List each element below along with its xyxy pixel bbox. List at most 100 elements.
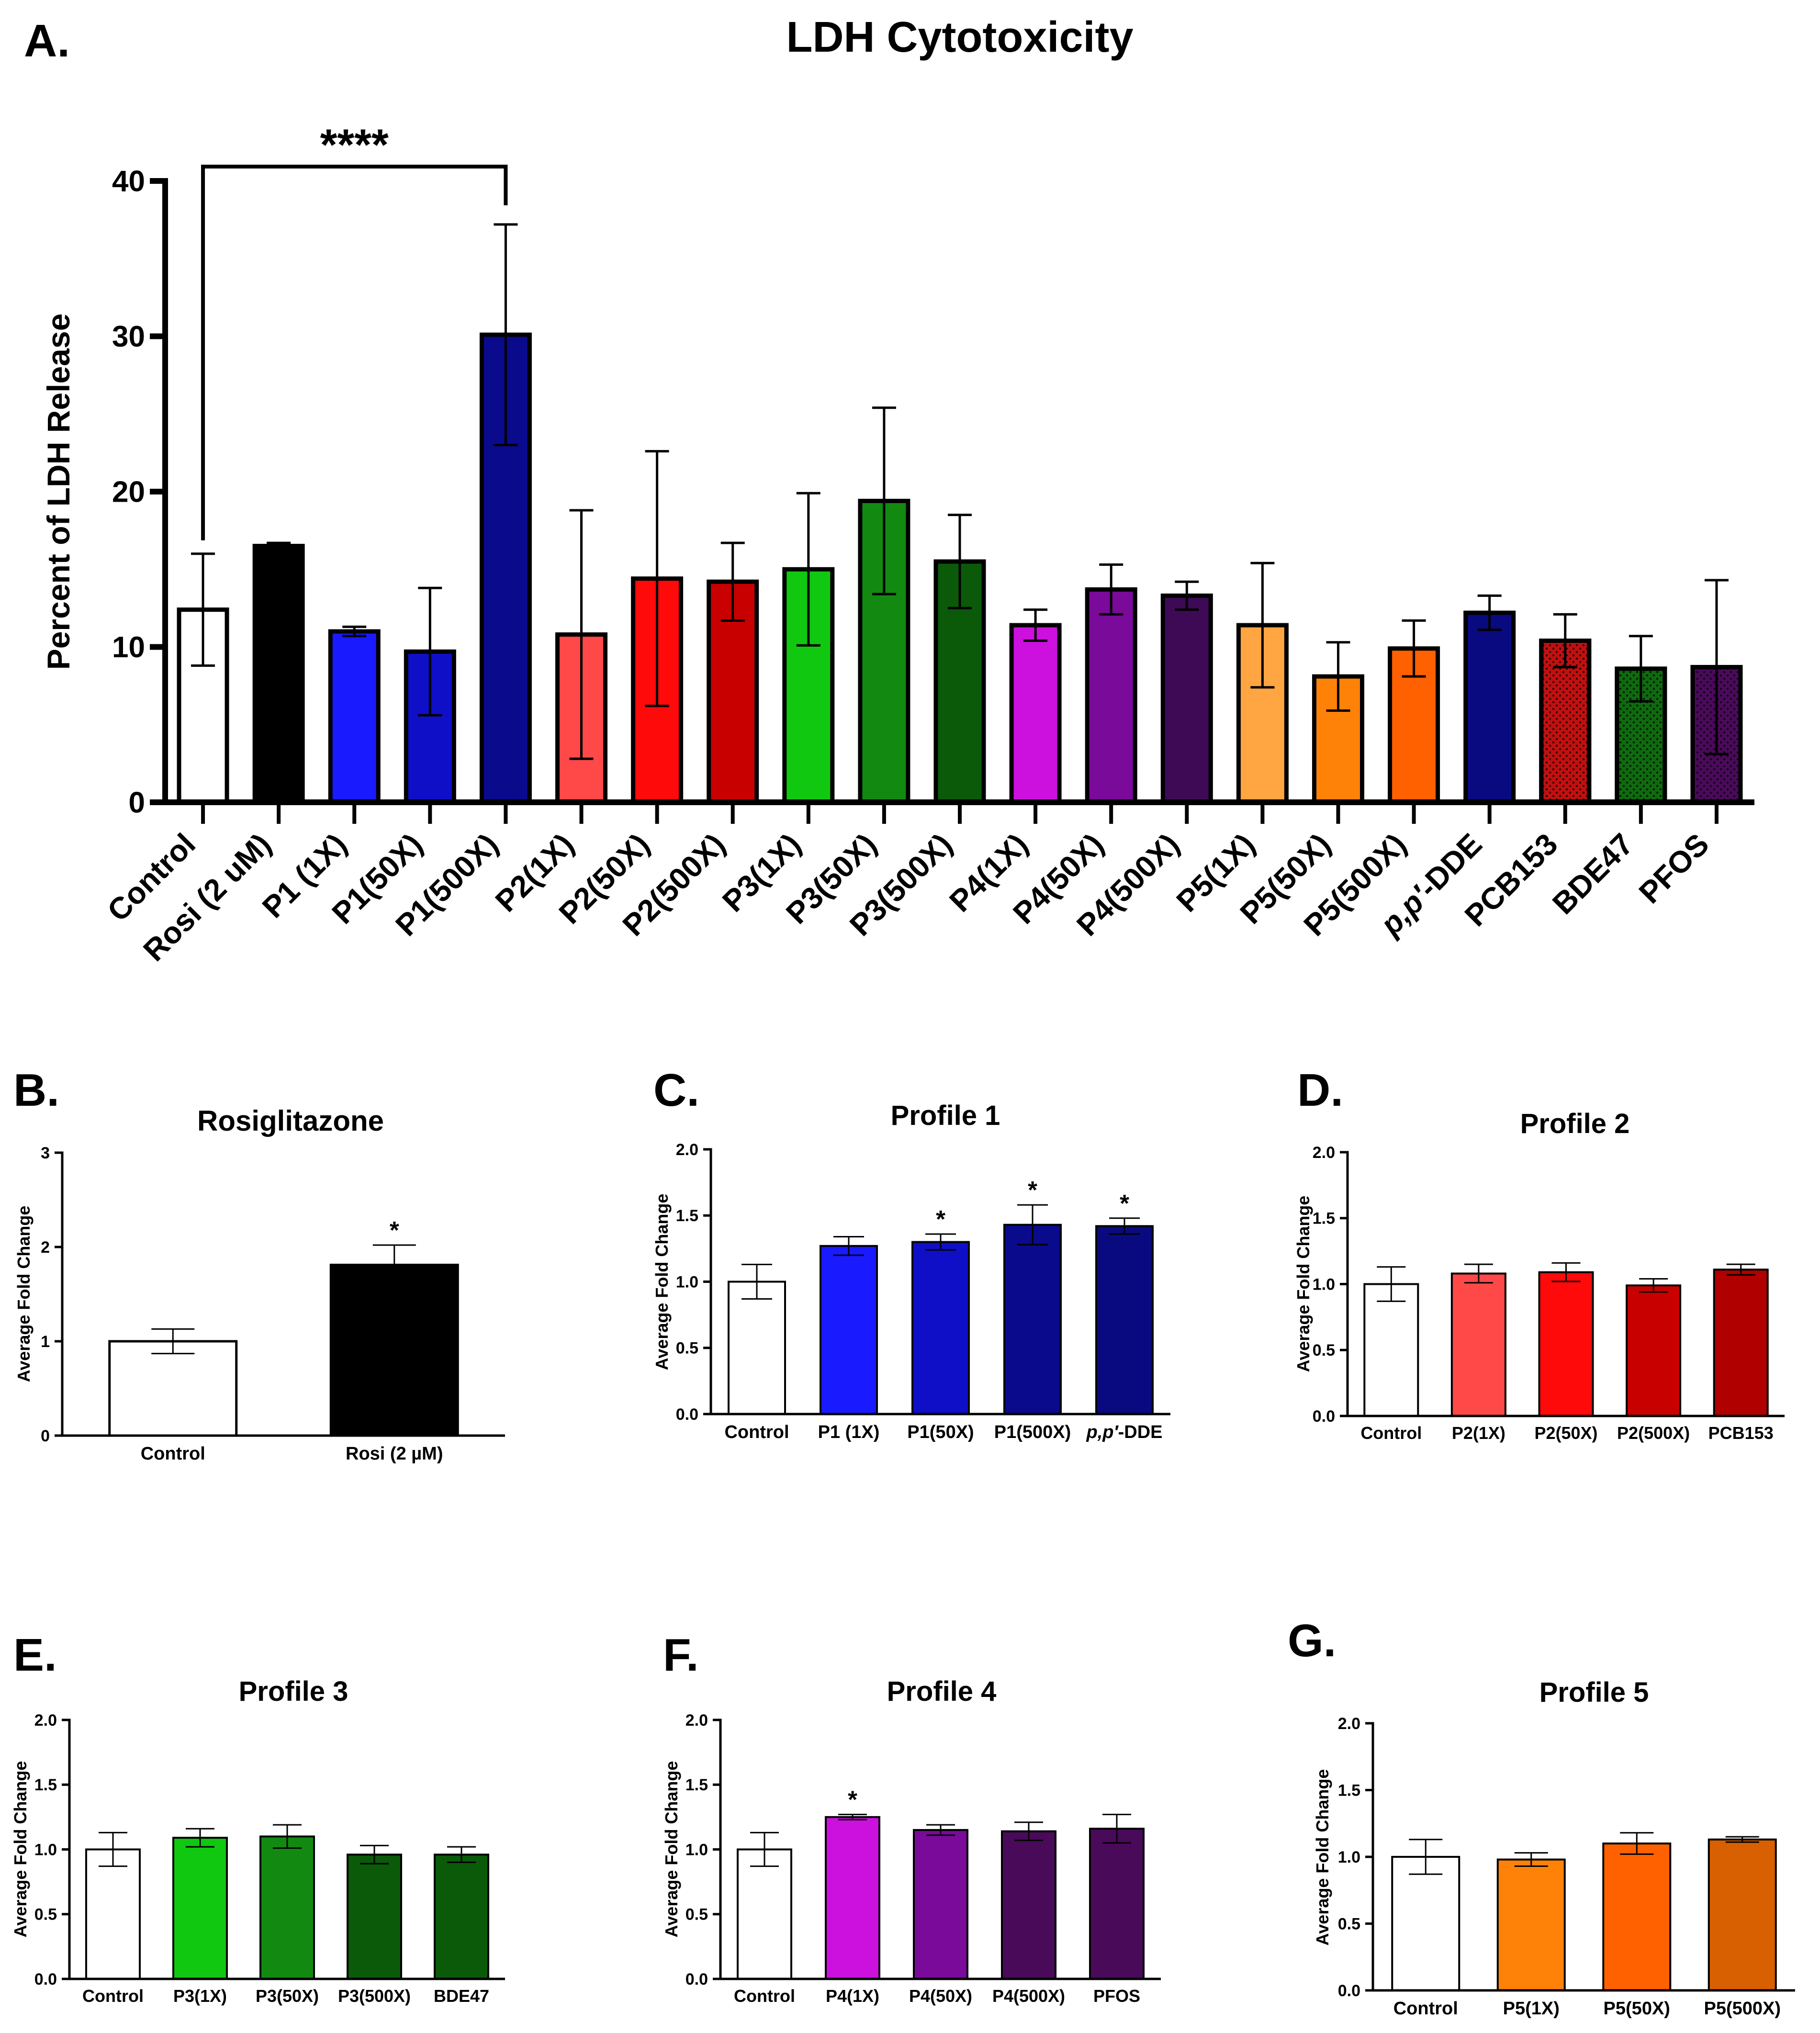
- y-tick-label: 2.0: [685, 1711, 708, 1730]
- x-tick-label: BDE47: [1546, 827, 1640, 921]
- x-tick-label: BDE47: [434, 1986, 489, 2006]
- y-tick-label: 0: [129, 786, 145, 820]
- x-tick-label: P5(50X): [1604, 1999, 1670, 2019]
- panel-label: C.: [653, 1065, 699, 1116]
- bar: [85, 1848, 141, 1980]
- x-tick-label: Control: [724, 1422, 789, 1442]
- significance-star: *: [390, 1216, 399, 1244]
- significance-bracket: [201, 165, 508, 540]
- bar: [1538, 1271, 1594, 1417]
- x-tick-label: p,p′-DDE: [1086, 1422, 1163, 1442]
- x-tick-label: P4(1X): [826, 1986, 879, 2006]
- x-tick-label: Control: [1393, 1999, 1458, 2019]
- panel-label: E.: [13, 1629, 57, 1681]
- y-tick-label: 0.0: [34, 1970, 57, 1988]
- y-tick-label: 1.5: [34, 1776, 57, 1794]
- y-tick-label: 2.0: [676, 1141, 698, 1159]
- x-tick-label: PCB153: [1708, 1423, 1774, 1443]
- significance-star: *: [1028, 1176, 1037, 1203]
- y-tick-label: 1.5: [1338, 1781, 1360, 1799]
- bar: [1713, 1269, 1769, 1417]
- chart-panel-d: D. Profile 2 Average Fold Change Control P2(…: [1293, 1065, 1785, 1443]
- significance-star: *: [936, 1205, 945, 1233]
- bar: [825, 1816, 880, 1980]
- x-tick-label: P3(1X): [173, 1986, 227, 2006]
- bar: [1089, 1828, 1145, 1980]
- y-tick-label: 2.0: [1338, 1715, 1360, 1733]
- chart-title: Profile 2: [1520, 1108, 1630, 1139]
- x-tick-label: P2(1X): [1452, 1423, 1505, 1443]
- y-tick-label: 2: [41, 1238, 50, 1257]
- panel-label: B.: [13, 1065, 59, 1116]
- bar: [1085, 587, 1137, 805]
- bar: [252, 544, 305, 805]
- y-tick-label: 0.5: [685, 1906, 708, 1924]
- panel-label: G.: [1288, 1615, 1336, 1666]
- bar: [820, 1245, 878, 1415]
- bar: [1626, 1284, 1682, 1417]
- x-tick-label: P4(500X): [992, 1986, 1065, 2006]
- bar: [913, 1829, 968, 1980]
- chart-panel-c: C. Profile 1 Average Fold Change Control P1 …: [652, 1065, 1170, 1442]
- y-tick-label: 1.0: [1313, 1275, 1335, 1293]
- chart-title: LDH Cytotoxicity: [786, 13, 1133, 61]
- y-tick-label: 0.0: [685, 1970, 708, 1988]
- x-tick-label: P3(500X): [338, 1986, 411, 2006]
- bar: [737, 1848, 792, 1980]
- bar: [728, 1280, 786, 1415]
- x-tick-label: Control: [734, 1986, 795, 2006]
- bar: [1001, 1830, 1056, 1980]
- y-tick-label: 1: [41, 1333, 50, 1351]
- bar: [1003, 1224, 1062, 1415]
- x-tick-label: P1 (1X): [818, 1422, 880, 1442]
- chart-title: Profile 3: [239, 1676, 348, 1707]
- y-tick-label: 1.0: [676, 1273, 698, 1291]
- y-tick-label: 1.0: [34, 1841, 57, 1859]
- bar: [172, 1837, 228, 1980]
- x-tick-label: P5(500X): [1704, 1999, 1781, 2019]
- chart-title: Profile 1: [891, 1100, 1000, 1131]
- y-tick-label: 0.5: [34, 1906, 57, 1924]
- y-axis-label: Average Fold Change: [652, 1194, 672, 1370]
- chart-title: Profile 4: [887, 1676, 997, 1707]
- x-tick-label: P4(50X): [909, 1986, 972, 2006]
- bar: [329, 1263, 459, 1437]
- chart-panel-b: B. Rosiglitazone Average Fold Change Contro…: [13, 1065, 505, 1464]
- y-axis-label: Percent of LDH Release: [41, 314, 76, 670]
- y-axis-label: Average Fold Change: [1313, 1769, 1332, 1946]
- x-tick-label: PFOS: [1093, 1986, 1140, 2006]
- x-tick-label: Control: [82, 1986, 144, 2006]
- chart-panel-e: E. Profile 3 Average Fold Change Control P3(…: [11, 1629, 505, 2006]
- bar: [108, 1340, 238, 1437]
- significance-star: *: [1120, 1190, 1129, 1217]
- bar: [1391, 1856, 1460, 1991]
- y-tick-label: 0.5: [1313, 1341, 1335, 1359]
- x-tick-label: P5(1X): [1503, 1999, 1560, 2019]
- chart-title: Profile 5: [1539, 1677, 1649, 1708]
- y-tick-label: 2.0: [1313, 1144, 1335, 1162]
- y-tick-label: 0: [41, 1427, 50, 1445]
- bar: [1160, 593, 1213, 805]
- bar: [1602, 1842, 1672, 1992]
- x-tick-label: Control: [1360, 1423, 1422, 1443]
- y-tick-label: 0.5: [1338, 1915, 1360, 1933]
- x-tick-label: P2(500X): [1617, 1423, 1690, 1443]
- y-tick-label: 1.5: [685, 1776, 708, 1794]
- significance-star: *: [848, 1786, 857, 1813]
- panel-label: A.: [24, 15, 70, 67]
- x-tick-label: P3(50X): [256, 1986, 319, 2006]
- chart-title: Rosiglitazone: [197, 1105, 384, 1137]
- y-tick-label: 30: [112, 320, 145, 353]
- x-tick-label: P1(500X): [994, 1422, 1071, 1442]
- y-tick-label: 0.0: [1313, 1407, 1335, 1426]
- chart-panel-a: A. LDH Cytotoxicity Percent of LDH Release…: [24, 13, 1754, 968]
- y-axis-label: Average Fold Change: [662, 1761, 681, 1938]
- y-axis-label: Average Fold Change: [1293, 1196, 1313, 1372]
- y-tick-label: 20: [112, 476, 145, 509]
- bar: [1463, 610, 1516, 805]
- bar: [328, 629, 381, 805]
- y-tick-label: 1.0: [685, 1841, 708, 1859]
- y-tick-label: 1.5: [1313, 1210, 1335, 1228]
- chart-panel-g: G. Profile 5 Average Fold Change Control P5(…: [1288, 1615, 1795, 2019]
- x-tick-label: Rosi (2 µM): [346, 1444, 443, 1464]
